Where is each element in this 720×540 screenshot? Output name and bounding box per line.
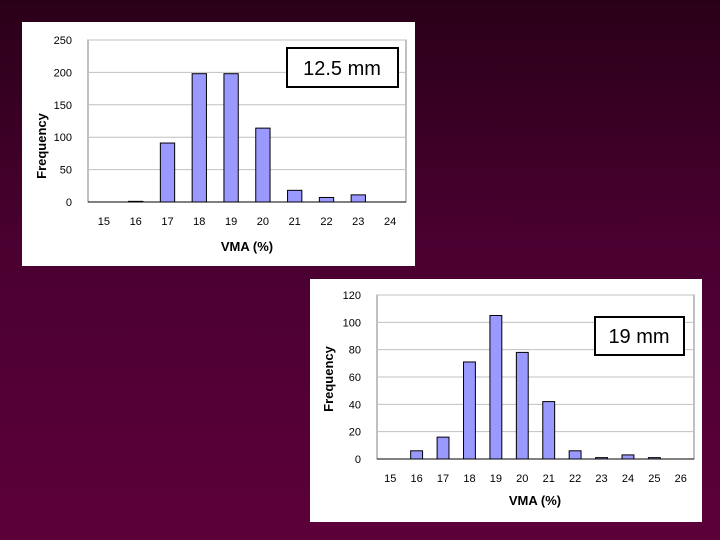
x-tick-label: 22 — [320, 216, 332, 228]
histogram-panel-19mm: 0 20 40 60 80 100 120 15 16 17 18 19 20 21 22 23 24 25 26 … — [310, 279, 702, 522]
x-tick-label: 19 — [225, 216, 237, 228]
bar — [436, 436, 450, 460]
bar — [410, 450, 424, 460]
y-tick-label: 100 — [343, 317, 361, 329]
x-tick-label: 20 — [257, 216, 269, 228]
y-tick-label: 120 — [343, 290, 361, 302]
bar — [350, 194, 366, 203]
annotation-box — [286, 47, 399, 88]
y-tick-label: 150 — [54, 100, 72, 112]
x-tick-label: 24 — [622, 473, 634, 485]
y-axis-title: Frequency — [321, 345, 336, 412]
x-tick-label: 26 — [675, 473, 687, 485]
x-tick-label: 24 — [384, 216, 396, 228]
bar — [191, 73, 207, 203]
y-tick-label: 250 — [54, 35, 72, 47]
annotation-box — [594, 316, 685, 356]
histogram-12-5mm: 0 50 100 150 200 250 15 16 17 18 19 20 21 22 23 24 12.5… — [34, 35, 407, 254]
x-tick-label: 18 — [463, 473, 475, 485]
x-tick-label: 17 — [161, 216, 173, 228]
annotation-label: 19 mm — [608, 326, 669, 348]
x-tick-label: 18 — [193, 216, 205, 228]
x-tick-label: 19 — [490, 473, 502, 485]
x-tick-label: 15 — [98, 216, 110, 228]
y-tick-label: 20 — [349, 427, 361, 439]
x-tick-label: 21 — [289, 216, 301, 228]
bar — [159, 142, 176, 203]
x-tick-label: 22 — [569, 473, 581, 485]
x-axis-title: VMA (%) — [221, 239, 273, 254]
x-tick-label: 21 — [543, 473, 555, 485]
y-axis-title: Frequency — [34, 112, 49, 179]
y-tick-label: 60 — [349, 372, 361, 384]
bar — [621, 454, 635, 460]
x-tick-label: 25 — [648, 473, 660, 485]
bar — [255, 127, 271, 203]
bar — [463, 361, 476, 460]
bar — [542, 401, 556, 460]
y-tick-label: 0 — [355, 454, 361, 466]
bar — [287, 189, 303, 203]
bar — [223, 73, 239, 203]
x-tick-label: 16 — [130, 216, 142, 228]
x-tick-label: 15 — [384, 473, 396, 485]
bar — [568, 450, 582, 460]
bar — [515, 351, 529, 460]
y-tick-label: 200 — [54, 67, 72, 79]
x-tick-label: 16 — [411, 473, 423, 485]
x-axis-title: VMA (%) — [509, 493, 561, 508]
x-tick-label: 23 — [595, 473, 607, 485]
bar — [489, 315, 503, 460]
annotation-label: 12.5 mm — [303, 58, 381, 80]
y-tick-label: 40 — [349, 399, 361, 411]
y-tick-label: 50 — [60, 165, 72, 177]
y-tick-label: 100 — [54, 132, 72, 144]
y-tick-label: 80 — [349, 345, 361, 357]
histogram-panel-12-5mm: 0 50 100 150 200 250 15 16 17 18 19 20 21 22 23 24 12.5… — [22, 22, 415, 266]
x-tick-label: 20 — [516, 473, 528, 485]
x-tick-label: 17 — [437, 473, 449, 485]
y-tick-label: 0 — [66, 197, 72, 209]
x-tick-label: 23 — [352, 216, 364, 228]
bar — [318, 196, 335, 203]
